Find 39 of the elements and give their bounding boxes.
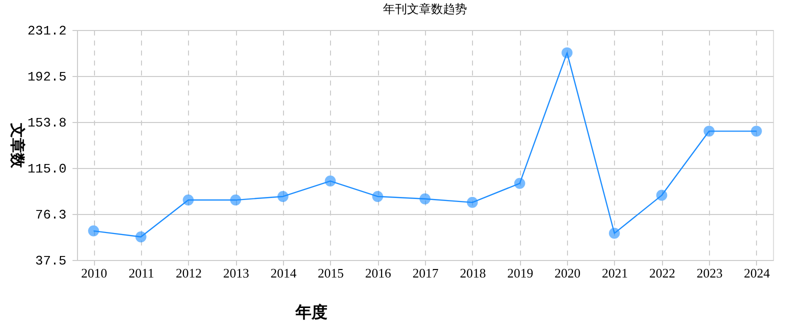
- x-tick-label: 2021: [602, 266, 628, 280]
- x-tick-label: 2024: [744, 266, 770, 280]
- point: [514, 178, 526, 189]
- point: [324, 176, 336, 187]
- x-tick-label: 2017: [412, 266, 439, 280]
- y-tick-label: 76.3: [35, 207, 66, 222]
- x-tick-label: 2011: [128, 266, 154, 280]
- point: [562, 47, 573, 58]
- point: [88, 225, 100, 236]
- point: [656, 190, 668, 201]
- x-tick-label: 2013: [223, 266, 250, 280]
- point: [466, 196, 478, 208]
- point: [277, 191, 288, 202]
- y-tick-label: 115.0: [27, 161, 66, 176]
- y-tick-label: 231.2: [27, 24, 66, 38]
- x-tick-label: 2010: [81, 266, 108, 280]
- y-tick-label: 153.8: [27, 115, 66, 130]
- x-tick-label: 2022: [649, 266, 676, 280]
- chart-title: 年刊文章数趋势: [383, 2, 467, 16]
- x-tick-label: 2023: [696, 266, 723, 280]
- point: [420, 193, 430, 204]
- x-tick-label: 2015: [318, 266, 344, 280]
- x-axis-title: 年度: [294, 302, 328, 322]
- point: [372, 191, 384, 202]
- point: [135, 231, 146, 242]
- y-tick-label: 37.5: [35, 254, 66, 268]
- x-tick-label: 2012: [176, 266, 202, 280]
- point: [230, 194, 242, 206]
- x-tick-label: 2016: [365, 266, 392, 280]
- x-tick-label: 2014: [270, 266, 297, 280]
- point: [182, 194, 194, 206]
- point: [750, 126, 762, 137]
- point: [608, 228, 620, 239]
- x-tick-label: 2019: [507, 266, 534, 280]
- y-tick-label: 192.5: [27, 69, 66, 84]
- y-axis-title: 文章数: [8, 122, 26, 169]
- point: [704, 126, 715, 137]
- x-tick-label: 2020: [554, 266, 581, 280]
- x-tick-label: 2018: [460, 266, 486, 280]
